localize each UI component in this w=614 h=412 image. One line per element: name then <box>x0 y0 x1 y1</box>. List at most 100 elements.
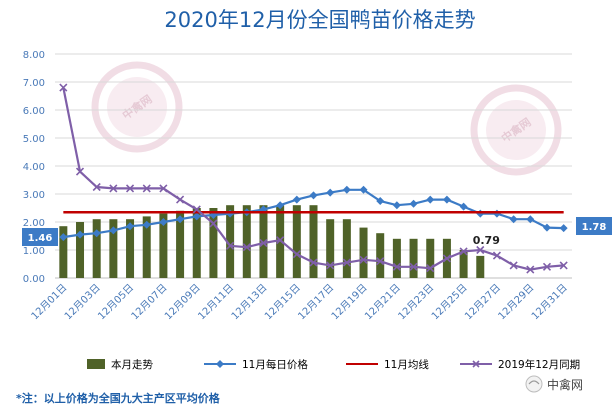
callout-box <box>22 228 58 246</box>
line-series <box>59 83 568 274</box>
x-point <box>276 236 285 245</box>
x-point <box>459 247 468 256</box>
x-point <box>326 261 335 270</box>
x-point <box>92 182 101 192</box>
bar <box>409 238 418 278</box>
x-point <box>59 83 68 92</box>
diamond-point <box>192 212 201 221</box>
x-point <box>159 184 168 193</box>
bar <box>426 238 435 278</box>
diamond-point <box>342 185 351 194</box>
diamond-point <box>292 195 301 204</box>
bar <box>92 219 101 278</box>
x-point <box>542 262 552 271</box>
legend-marker <box>472 360 480 368</box>
x-point <box>442 254 451 263</box>
diamond-point <box>359 185 368 194</box>
watermark-ring <box>470 84 562 176</box>
diamond-point <box>326 188 335 197</box>
diamond-point <box>426 195 435 204</box>
y-tick-label: 7.00 <box>23 78 45 89</box>
y-tick-label: 0.00 <box>23 274 45 285</box>
footer-note: *注：以上价格为全国九大主产区平均价格 <box>16 391 221 405</box>
x-point <box>509 261 518 270</box>
brand-name: 中禽网 <box>547 377 583 392</box>
diamond-point <box>542 223 551 232</box>
bar <box>209 208 218 278</box>
legend-item: 本月走势 <box>87 358 153 371</box>
y-tick-label: 5.00 <box>23 134 45 145</box>
legend-label: 2019年12月同期 <box>498 358 580 371</box>
legend: 本月走势 11月每日价格 11月均线 2019年12月同期 <box>87 358 580 371</box>
x-point <box>109 184 118 193</box>
y-tick-label: 8.00 <box>23 50 45 61</box>
bar <box>342 219 351 278</box>
legend-item: 2019年12月同期 <box>460 358 580 371</box>
diamond-point <box>109 226 118 235</box>
callout-label: 1.78 <box>582 222 607 233</box>
x-point <box>376 257 385 266</box>
diamond-point <box>559 224 568 233</box>
bar <box>109 219 118 278</box>
diamond-point <box>76 230 85 239</box>
x-point <box>125 184 135 193</box>
diamond-point <box>492 209 501 218</box>
bar <box>459 250 468 278</box>
watermark-logo: 中禽网 <box>91 61 183 153</box>
x-point <box>476 245 485 255</box>
bar <box>176 210 185 278</box>
x-point <box>176 195 185 204</box>
bar <box>192 208 201 278</box>
x-point <box>359 255 368 264</box>
bar <box>376 233 385 278</box>
legend-label: 11月每日价格 <box>242 358 308 371</box>
x-tick-label: 12月31日 <box>529 282 570 323</box>
bar <box>159 213 168 278</box>
diamond-point <box>459 202 468 211</box>
bar <box>76 222 85 278</box>
x-point <box>259 238 268 248</box>
diamond-point <box>392 201 401 210</box>
y-tick-label: 2.00 <box>23 218 45 229</box>
diamond-point <box>309 191 318 200</box>
y-tick-label: 1.00 <box>23 246 45 257</box>
x-point <box>492 251 502 260</box>
callout-box <box>576 217 612 235</box>
x-point <box>75 167 85 176</box>
diamond-point <box>92 229 101 238</box>
diamond-point <box>276 201 285 210</box>
watermark-disc <box>486 100 546 160</box>
bar <box>242 205 251 278</box>
bar <box>476 255 485 278</box>
callout-start: 1.46 <box>22 228 58 246</box>
chat-bubble-icon <box>525 375 543 393</box>
legend-marker <box>216 360 224 368</box>
bar <box>59 226 68 278</box>
x-point <box>142 184 151 193</box>
y-axis-ticks: 0.00 1.00 2.00 3.00 4.00 5.00 6.00 7.00 8.00 <box>23 50 45 285</box>
diamond-point <box>159 218 168 226</box>
callout-end: 1.78 <box>576 217 612 235</box>
callout-label: 1.46 <box>28 233 53 244</box>
legend-swatch <box>87 359 105 369</box>
brand-logo: 中禽网 <box>525 375 583 393</box>
legend-label: 本月走势 <box>111 358 153 371</box>
diamond-point <box>476 209 485 218</box>
bar <box>126 219 135 278</box>
bar <box>226 205 235 278</box>
legend-label: 11月均线 <box>384 358 429 371</box>
watermark-ring <box>91 61 183 153</box>
diamond-point <box>59 233 68 242</box>
x-point <box>526 265 535 274</box>
x-point <box>309 258 318 267</box>
x-point <box>559 261 568 270</box>
x-point <box>192 205 201 214</box>
diamond-point <box>509 215 518 224</box>
diamond-point <box>526 215 535 224</box>
y-tick-label: 6.00 <box>23 106 45 117</box>
watermarks: 中禽网 中禽网 <box>91 61 562 176</box>
watermark-disc <box>107 77 167 137</box>
bar <box>392 238 401 278</box>
bar <box>292 205 301 278</box>
